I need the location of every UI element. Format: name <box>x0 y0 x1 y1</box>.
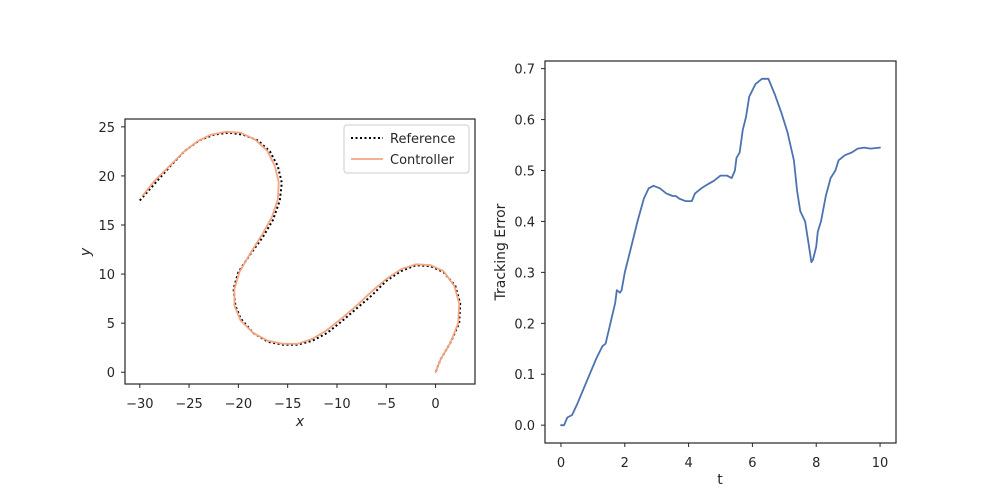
trajectory-x-tick-label: −25 <box>175 397 202 412</box>
trajectory-x-tick-label: −10 <box>323 397 350 412</box>
trajectory-legend: Reference Controller <box>343 124 470 174</box>
tracking-error-y-tick-label: 0.1 <box>514 368 535 383</box>
trajectory-line-reference <box>139 131 462 373</box>
tracking-error-series <box>560 77 881 427</box>
tracking-error-y-tick-label: 0.6 <box>514 114 535 129</box>
trajectory-series <box>139 130 462 374</box>
tracking-error-x-tick-label: 2 <box>621 456 629 471</box>
trajectory-x-tick-label: −5 <box>377 397 396 412</box>
tracking-error-x-tick-label: 0 <box>557 456 565 471</box>
trajectory-x-axis-label: x <box>295 414 305 430</box>
tracking-error-y-tick-label: 0.4 <box>514 215 535 230</box>
tracking-error-y-tick-label: 0.3 <box>514 266 535 281</box>
trajectory-x-ticks: −30 −25 −20 −15 −10 −5 0 <box>126 384 440 412</box>
trajectory-plot: −30 −25 −20 −15 −10 −5 0 0 5 10 15 20 25 x y Refere… <box>78 118 476 430</box>
legend-controller-label: Controller <box>390 153 455 168</box>
tracking-error-x-tick-label: 10 <box>872 456 889 471</box>
trajectory-x-tick-label: 0 <box>431 397 439 412</box>
trajectory-y-tick-label: 0 <box>107 366 115 381</box>
trajectory-y-tick-label: 25 <box>98 121 115 136</box>
trajectory-y-ticks: 0 5 10 15 20 25 <box>98 121 125 381</box>
trajectory-x-tick-label: −20 <box>225 397 252 412</box>
tracking-error-plot-frame <box>544 60 897 444</box>
tracking-error-y-tick-label: 0.2 <box>514 317 535 332</box>
trajectory-y-tick-label: 15 <box>98 219 115 234</box>
tracking-error-y-tick-label: 0.7 <box>514 63 535 78</box>
trajectory-y-tick-label: 10 <box>98 268 115 283</box>
legend-reference-label: Reference <box>390 132 455 147</box>
trajectory-x-tick-label: −30 <box>126 397 153 412</box>
tracking-error-y-ticks: 0.0 0.1 0.2 0.3 0.4 0.5 0.6 0.7 <box>514 63 545 434</box>
tracking-error-line-error <box>560 77 881 427</box>
tracking-error-y-tick-label: 0.0 <box>514 419 535 434</box>
tracking-error-x-tick-label: 6 <box>748 456 756 471</box>
tracking-error-y-tick-label: 0.5 <box>514 165 535 180</box>
tracking-error-x-tick-label: 8 <box>812 456 820 471</box>
tracking-error-plot: 0 2 4 6 8 10 0.0 0.1 0.2 0.3 0.4 0.5 0.6 0.7 t Track… <box>493 60 897 488</box>
tracking-error-x-tick-label: 4 <box>684 456 692 471</box>
tracking-error-x-axis-label: t <box>717 472 723 488</box>
trajectory-y-tick-label: 20 <box>98 170 115 185</box>
tracking-error-y-axis-label: Tracking Error <box>493 203 509 301</box>
tracking-error-x-ticks: 0 2 4 6 8 10 <box>557 443 889 471</box>
trajectory-line-controller <box>141 130 461 374</box>
trajectory-x-tick-label: −15 <box>274 397 301 412</box>
trajectory-y-axis-label: y <box>78 247 94 257</box>
trajectory-y-tick-label: 5 <box>107 317 115 332</box>
